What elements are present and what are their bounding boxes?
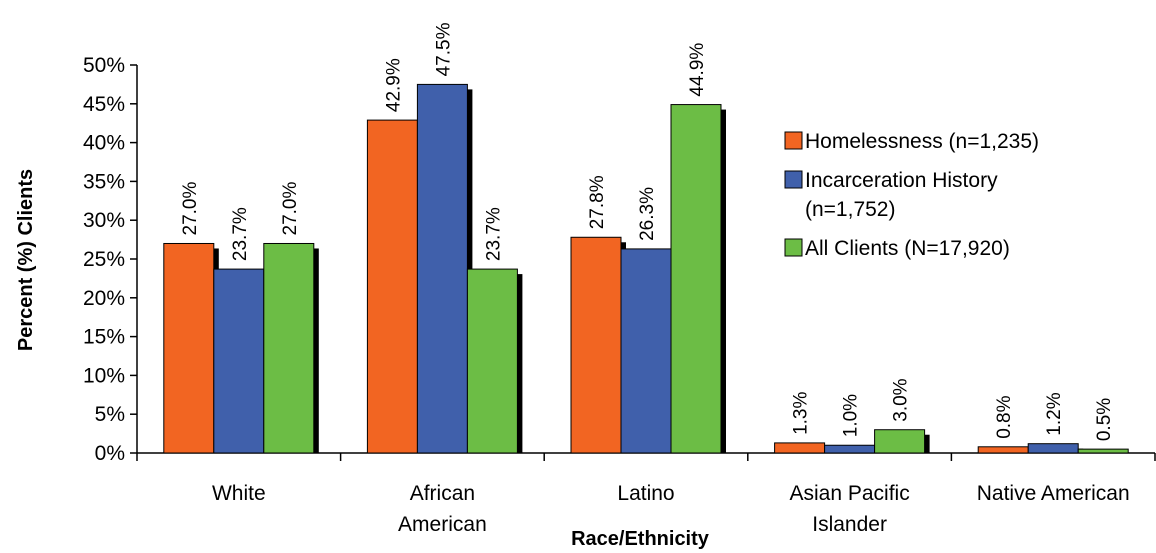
bar <box>466 268 518 454</box>
y-tick-label: 50% <box>83 54 125 77</box>
y-tick-label: 30% <box>83 209 125 232</box>
y-tick-label: 15% <box>83 326 125 349</box>
x-tick-label: Islander <box>812 513 887 536</box>
data-label: 1.3% <box>791 391 812 434</box>
bar <box>774 442 826 454</box>
bar <box>1077 448 1129 454</box>
legend-swatch <box>784 170 803 189</box>
legend: Homelessness (n=1,235) Incarceration Hist… <box>784 130 1039 260</box>
x-axis-title: Race/Ethnicity <box>571 528 710 550</box>
y-tick-label: 5% <box>95 403 125 426</box>
legend-swatch <box>784 131 803 150</box>
x-tick-label: American <box>398 513 487 536</box>
bar <box>416 83 468 454</box>
legend-swatch <box>784 238 803 257</box>
x-tick-label: Native American <box>977 482 1130 505</box>
y-tick-label: 25% <box>83 248 125 271</box>
data-label: 27.8% <box>587 175 608 229</box>
y-tick-label: 10% <box>83 364 125 387</box>
data-label: 27.0% <box>180 182 201 236</box>
data-label: 23.7% <box>230 207 251 261</box>
bar <box>670 104 722 454</box>
legend-label: Incarceration History <box>805 169 998 192</box>
data-label: 1.0% <box>841 394 862 437</box>
legend-label: All Clients (N=17,920) <box>805 237 1010 260</box>
bar <box>213 268 265 454</box>
x-tick-label: White <box>212 482 266 505</box>
bar <box>366 119 418 454</box>
y-tick-label: 20% <box>83 287 125 310</box>
data-label: 26.3% <box>637 187 658 241</box>
y-tick-label: 35% <box>83 170 125 193</box>
x-tick-label: African <box>410 482 475 505</box>
data-label: 47.5% <box>433 22 454 76</box>
x-tick-label: Latino <box>617 482 674 505</box>
bar <box>263 242 315 454</box>
data-label: 3.0% <box>891 378 912 421</box>
data-label: 27.0% <box>280 182 301 236</box>
y-tick-label: 0% <box>95 442 125 465</box>
plot-area: 0% 5% 10% 15% 20% 25% 30% 35% 40% 45% 50% 27.0% 23.7… <box>83 22 1156 536</box>
data-label: 42.9% <box>383 58 404 112</box>
legend-label: (n=1,752) <box>805 198 895 221</box>
bar <box>1027 443 1079 454</box>
bar <box>570 236 622 454</box>
data-label: 1.2% <box>1044 392 1065 435</box>
bar <box>977 446 1029 454</box>
bar <box>163 242 215 454</box>
y-axis-title: Percent (%) Clients <box>15 169 37 351</box>
x-tick-label: Asian Pacific <box>789 482 909 505</box>
y-tick-label: 40% <box>83 132 125 155</box>
data-label: 23.7% <box>483 207 504 261</box>
bar <box>824 444 876 454</box>
data-label: 0.5% <box>1094 398 1115 441</box>
y-tick-label: 45% <box>83 93 125 116</box>
data-label: 44.9% <box>687 43 708 97</box>
data-label: 0.8% <box>994 395 1015 438</box>
bar <box>874 429 926 454</box>
legend-label: Homelessness (n=1,235) <box>805 130 1039 153</box>
bar <box>620 248 672 454</box>
